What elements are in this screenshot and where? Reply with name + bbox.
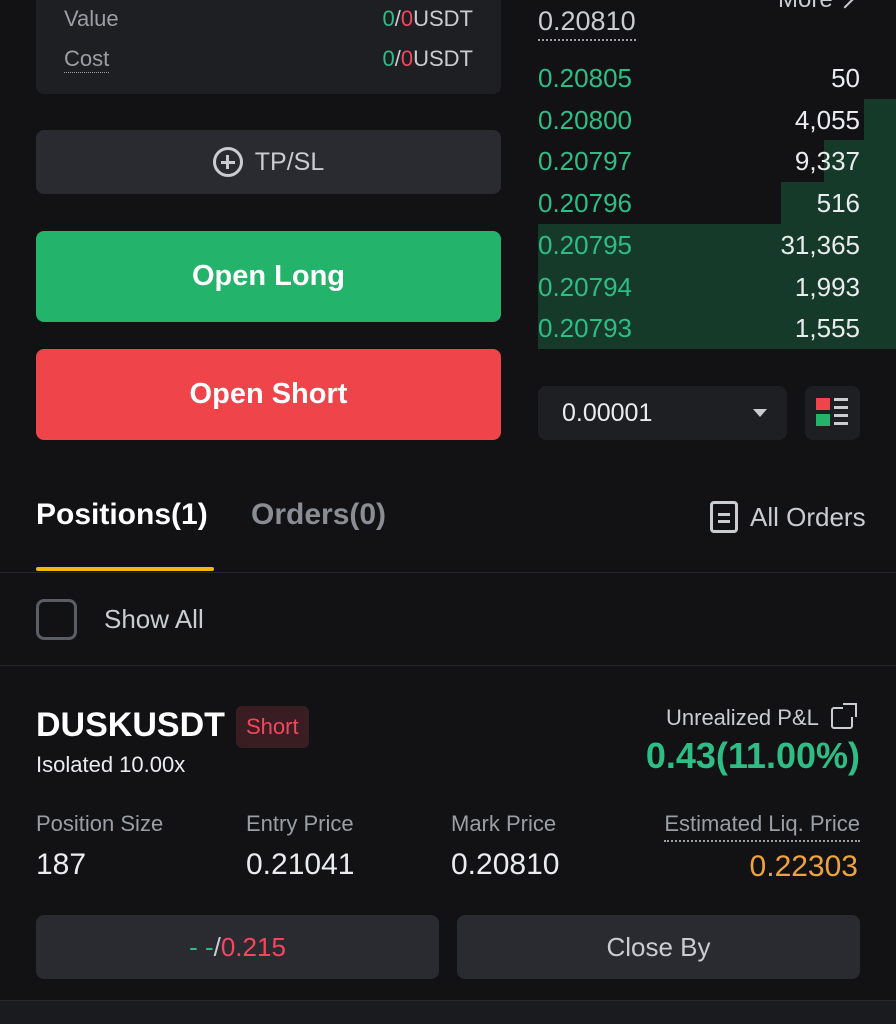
bottom-nav-bar <box>0 1000 896 1024</box>
bid-qty: 1,555 <box>794 312 860 343</box>
depth-bar <box>538 266 896 308</box>
unrealized-pnl-value: 0.43(11.00%) <box>645 735 860 776</box>
value-row: Value 0/0USDT <box>64 4 473 34</box>
bid-price: 0.20800 <box>538 104 632 135</box>
bid-price: 0.20794 <box>538 271 632 302</box>
filter-divider <box>0 665 896 666</box>
show-all-label[interactable]: Show All <box>104 604 204 634</box>
chevron-right-icon <box>836 0 854 9</box>
more-link[interactable]: More <box>778 0 854 14</box>
order-book-row[interactable]: 0.20793 1,555 <box>538 307 896 349</box>
value-short: 0 <box>400 6 414 31</box>
value-slash: / <box>394 6 401 31</box>
order-book-row[interactable]: 0.20795 31,365 <box>538 224 896 266</box>
margin-mode[interactable]: Isolated 10.00x <box>36 752 186 777</box>
tabs-divider <box>0 572 896 573</box>
take-profit-value: - - <box>189 931 214 962</box>
order-book-row[interactable]: 0.20805 50 <box>538 57 860 99</box>
bid-price: 0.20805 <box>538 62 632 93</box>
value-label: Value <box>64 6 119 31</box>
mark-price-label: Mark Price <box>451 811 557 836</box>
bid-price: 0.20796 <box>538 187 632 218</box>
bid-qty: 50 <box>831 62 860 93</box>
position-size-value: 187 <box>36 848 87 881</box>
depth-bar <box>538 307 896 349</box>
cost-unit: USDT <box>413 46 473 71</box>
unrealized-pnl-header: Unrealized P&L <box>666 703 857 731</box>
document-icon <box>710 501 738 533</box>
bid-qty: 4,055 <box>794 104 860 135</box>
bid-price: 0.20793 <box>538 312 632 343</box>
depth-bar <box>864 99 896 141</box>
bid-price: 0.20795 <box>538 229 632 260</box>
entry-price-label: Entry Price <box>246 811 354 836</box>
cost-label[interactable]: Cost <box>64 45 110 73</box>
depth-bar <box>824 140 896 182</box>
book-layout-button[interactable] <box>805 386 860 440</box>
bid-price: 0.20797 <box>538 145 632 176</box>
tpsl-button[interactable]: TP/SL <box>36 130 501 194</box>
bid-qty: 31,365 <box>780 229 860 260</box>
all-orders-label: All Orders <box>750 501 866 532</box>
more-label: More <box>778 0 833 14</box>
active-tab-indicator <box>36 567 214 571</box>
mark-price-value: 0.20810 <box>451 848 560 881</box>
plus-circle-icon <box>212 147 243 177</box>
caret-down-icon <box>753 409 767 417</box>
bid-qty: 1,993 <box>794 271 860 302</box>
cost-slash: / <box>394 46 401 71</box>
cost-row: Cost 0/0USDT <box>64 44 473 74</box>
order-summary-panel: Value 0/0USDT Cost 0/0USDT <box>36 0 501 94</box>
position-tpsl-button[interactable]: - - / 0.215 <box>36 915 439 979</box>
tpsl-separator: / <box>213 931 221 962</box>
unrealized-pnl-label: Unrealized P&L <box>666 705 819 730</box>
tab-positions[interactable]: Positions(1) <box>36 498 208 531</box>
liq-price-value: 0.22303 <box>749 850 858 883</box>
close-by-button[interactable]: Close By <box>457 915 860 979</box>
position-symbol[interactable]: DUSKUSDT <box>36 706 225 744</box>
share-icon[interactable] <box>830 703 857 729</box>
value-unit: USDT <box>413 6 473 31</box>
position-size-label: Position Size <box>36 811 164 836</box>
liq-price-label[interactable]: Estimated Liq. Price <box>664 811 860 842</box>
side-badge: Short <box>236 706 309 748</box>
depth-bar <box>538 224 896 266</box>
order-book-row[interactable]: 0.20797 9,337 <box>538 140 896 182</box>
tick-size-value: 0.00001 <box>562 398 653 427</box>
open-short-button[interactable]: Open Short <box>36 349 501 440</box>
order-book-last-price[interactable]: 0.20810 <box>538 6 636 41</box>
value-amount: 0/0USDT <box>382 6 473 32</box>
entry-price-value: 0.21041 <box>246 848 355 881</box>
tab-orders[interactable]: Orders(0) <box>251 498 387 531</box>
depth-bar <box>781 182 896 224</box>
bid-qty: 9,337 <box>794 145 860 176</box>
bid-qty: 516 <box>816 187 860 218</box>
order-book-row[interactable]: 0.20794 1,993 <box>538 266 896 308</box>
tpsl-label: TP/SL <box>254 147 325 176</box>
show-all-checkbox[interactable] <box>36 599 77 640</box>
tick-size-select[interactable]: 0.00001 <box>538 386 787 440</box>
cost-amount: 0/0USDT <box>382 46 473 72</box>
stop-loss-value: 0.215 <box>220 931 286 962</box>
order-book-row[interactable]: 0.20796 516 <box>538 182 896 224</box>
order-book-row[interactable]: 0.20800 4,055 <box>538 99 896 141</box>
cost-long: 0 <box>382 46 395 71</box>
cost-short: 0 <box>400 46 414 71</box>
open-long-button[interactable]: Open Long <box>36 231 501 322</box>
all-orders-link[interactable]: All Orders <box>710 501 866 533</box>
value-long: 0 <box>382 6 395 31</box>
